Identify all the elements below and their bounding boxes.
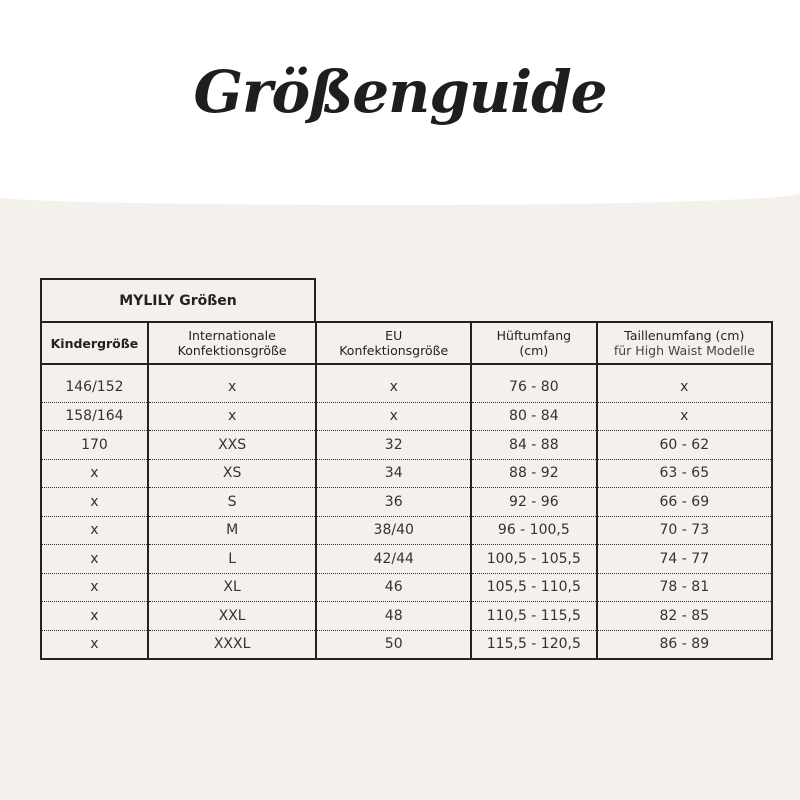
table-cell: x — [40, 487, 149, 517]
table-cell: L — [146, 544, 318, 574]
table-cell: 74 - 77 — [595, 544, 774, 574]
table-cell: S — [146, 487, 318, 517]
table-cell: 146/152 — [40, 364, 149, 403]
table-cell: 92 - 96 — [470, 487, 598, 517]
table-cell: x — [146, 364, 318, 403]
table-row: 158/164 x x 80 - 84 x — [40, 402, 774, 431]
table-cell: 63 - 65 — [595, 459, 774, 488]
table-cell: XXL — [146, 601, 318, 631]
table-cell: M — [146, 516, 318, 545]
table-cell: 36 — [315, 487, 473, 517]
table-cell: x — [595, 402, 774, 431]
table-cell: 115,5 - 120,5 — [470, 630, 598, 660]
table-row: x XXXL 50 115,5 - 120,5 86 - 89 — [40, 630, 774, 660]
table-cell: 46 — [315, 573, 473, 602]
table-row: 170 XXS 32 84 - 88 60 - 62 — [40, 430, 774, 460]
table-cell: 100,5 - 105,5 — [470, 544, 598, 574]
table-cell: 34 — [315, 459, 473, 488]
table-cell: 50 — [315, 630, 473, 660]
column-header: Internationale Konfektionsgröße — [146, 321, 318, 365]
page-title: Größenguide — [193, 58, 607, 126]
table-cell: x — [40, 601, 149, 631]
table-cell: x — [40, 459, 149, 488]
table-cell: 32 — [315, 430, 473, 460]
table-cell: 78 - 81 — [595, 573, 774, 602]
table-row: x L 42/44 100,5 - 105,5 74 - 77 — [40, 544, 774, 574]
table-cell: 42/44 — [315, 544, 473, 574]
table-cell: 96 - 100,5 — [470, 516, 598, 545]
table-row: 146/152 x x 76 - 80 x — [40, 364, 774, 403]
table-cell: 88 - 92 — [470, 459, 598, 488]
table-cell: 38/40 — [315, 516, 473, 545]
table-cell: 84 - 88 — [470, 430, 598, 460]
table-row: x M 38/40 96 - 100,5 70 - 73 — [40, 516, 774, 545]
table-cell: 66 - 69 — [595, 487, 774, 517]
table-cell: x — [146, 402, 318, 431]
table-cell: 80 - 84 — [470, 402, 598, 431]
table-cell: x — [40, 516, 149, 545]
table-header-row: Kindergröße Internationale Konfektionsgrö… — [40, 321, 774, 365]
table-cell: 48 — [315, 601, 473, 631]
table-cell: x — [595, 364, 774, 403]
table-cell: x — [40, 573, 149, 602]
table-cell: 105,5 - 110,5 — [470, 573, 598, 602]
table-cell: x — [40, 630, 149, 660]
table-cell: 158/164 — [40, 402, 149, 431]
brand-header: MYLILY Größen — [40, 278, 316, 321]
table-cell: XXS — [146, 430, 318, 460]
table-cell: 86 - 89 — [595, 630, 774, 660]
table-row: x XL 46 105,5 - 110,5 78 - 81 — [40, 573, 774, 602]
column-header: Hüftumfang (cm) — [470, 321, 598, 365]
table-cell: XL — [146, 573, 318, 602]
table-cell: 70 - 73 — [595, 516, 774, 545]
table-cell: 110,5 - 115,5 — [470, 601, 598, 631]
table-row: x S 36 92 - 96 66 - 69 — [40, 487, 774, 517]
table-cell: x — [40, 544, 149, 574]
table-cell: XXXL — [146, 630, 318, 660]
table-cell: 76 - 80 — [470, 364, 598, 403]
column-header: Kindergröße — [40, 321, 149, 365]
table-cell: 60 - 62 — [595, 430, 774, 460]
column-header: Taillenumfang (cm) für High Waist Modelle — [595, 321, 774, 365]
table-cell: x — [315, 364, 473, 403]
table-cell: XS — [146, 459, 318, 488]
table-cell: 82 - 85 — [595, 601, 774, 631]
table-row: x XXL 48 110,5 - 115,5 82 - 85 — [40, 601, 774, 631]
table-row: x XS 34 88 - 92 63 - 65 — [40, 459, 774, 488]
table-cell: 170 — [40, 430, 149, 460]
size-table: Kindergröße Internationale Konfektionsgrö… — [40, 321, 774, 660]
table-cell: x — [315, 402, 473, 431]
header-background — [0, 0, 800, 205]
column-header: EU Konfektionsgröße — [315, 321, 473, 365]
